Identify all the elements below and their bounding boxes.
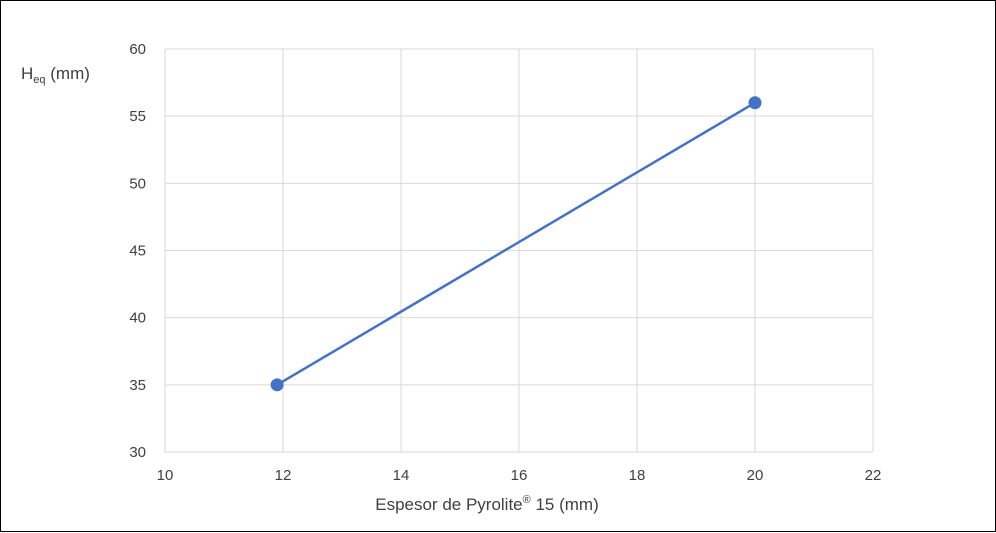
x-tick-labels: 10 12 14 16 18 20 22 xyxy=(157,467,882,484)
y-tick-label: 55 xyxy=(129,108,146,125)
y-tick-label: 35 xyxy=(129,377,146,394)
x-tick-label: 20 xyxy=(747,467,764,484)
y-tick-label: 45 xyxy=(129,243,146,260)
data-point xyxy=(270,378,284,392)
x-tick-label: 18 xyxy=(629,467,646,484)
y-tick-label: 50 xyxy=(129,175,146,192)
y-axis-title-rest: (mm) xyxy=(46,64,90,83)
y-tick-labels: 30 35 40 45 50 55 60 xyxy=(129,41,146,461)
data-point xyxy=(748,96,762,110)
y-axis-title: Heq (mm) xyxy=(21,64,90,86)
x-axis-title-superscript: ® xyxy=(523,494,531,506)
y-tick-label: 60 xyxy=(129,41,146,58)
y-axis-title-main: H xyxy=(21,64,33,83)
x-tick-label: 10 xyxy=(157,467,174,484)
y-axis-title-subscript: eq xyxy=(33,74,45,86)
x-tick-label: 14 xyxy=(393,467,410,484)
x-axis-title-rest: 15 (mm) xyxy=(531,495,599,514)
x-tick-label: 16 xyxy=(511,467,528,484)
gridlines xyxy=(164,48,874,453)
y-tick-label: 30 xyxy=(129,444,146,461)
y-tick-label: 40 xyxy=(129,310,146,327)
x-tick-label: 22 xyxy=(865,467,882,484)
x-axis-title: Espesor de Pyrolite® 15 (mm) xyxy=(375,494,599,514)
data-series xyxy=(270,96,762,392)
series-line xyxy=(276,101,756,386)
x-axis-title-main: Espesor de Pyrolite xyxy=(375,495,522,514)
x-tick-label: 12 xyxy=(275,467,292,484)
